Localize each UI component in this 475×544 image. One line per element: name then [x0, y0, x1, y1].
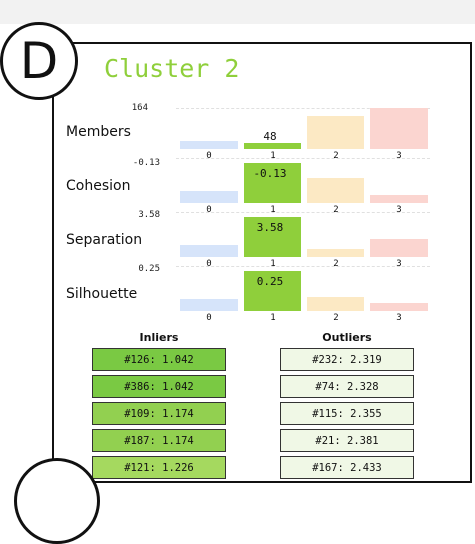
separation-bar-3: [370, 239, 428, 257]
silhouette-y-max: 0.25: [138, 264, 160, 274]
silhouette-cat-1: 1: [270, 313, 276, 323]
cohesion-cat-3: 3: [396, 205, 402, 215]
separation-bar-0: [180, 245, 238, 257]
inlier-item[interactable]: #386: 1.042: [92, 375, 226, 398]
silhouette-bar-0: [180, 299, 238, 311]
cohesion-cat-2: 2: [333, 205, 339, 215]
cohesion-bar-2: [307, 178, 364, 203]
silhouette-bar-1[interactable]: [244, 271, 301, 311]
metric-label-separation: Separation: [66, 232, 143, 248]
cohesion-bar-0: [180, 191, 238, 203]
cluster-detail-panel: Cluster 2 164 Members 48 -0.13 0 1 2 3 C…: [52, 42, 472, 483]
inlier-item[interactable]: #126: 1.042: [92, 348, 226, 371]
silhouette-cat-0: 0: [206, 313, 212, 323]
silhouette-value-label: 0.25: [256, 275, 284, 288]
metric-label-silhouette: Silhouette: [66, 286, 138, 302]
members-cat-1: 1: [270, 151, 276, 161]
silhouette-cat-2: 2: [333, 313, 339, 323]
outliers-header: Outliers: [322, 331, 372, 344]
members-bar-2: [307, 116, 364, 149]
members-bar-1[interactable]: [244, 143, 301, 149]
cohesion-bar-1[interactable]: [244, 163, 301, 203]
members-bar-3: [370, 108, 428, 149]
silhouette-bar-2: [307, 297, 364, 311]
separation-bar-1[interactable]: [244, 217, 301, 257]
cohesion-bar-3: [370, 195, 428, 203]
cohesion-value-label: -0.13: [253, 167, 287, 180]
separation-value-label: 3.58: [256, 221, 284, 234]
panel-letter-badge: D: [0, 22, 78, 100]
members-cat-2: 2: [333, 151, 339, 161]
inlier-item[interactable]: #121: 1.226: [92, 456, 226, 479]
metric-label-cohesion: Cohesion: [66, 178, 131, 194]
top-toolbar: [0, 0, 475, 24]
outlier-item[interactable]: #232: 2.319: [280, 348, 414, 371]
separation-bar-2: [307, 249, 364, 257]
metric-label-members: Members: [66, 124, 131, 140]
outlier-item[interactable]: #74: 2.328: [280, 375, 414, 398]
outlier-item[interactable]: #21: 2.381: [280, 429, 414, 452]
silhouette-cat-3: 3: [396, 313, 402, 323]
separation-bottom-gridline: [176, 266, 430, 267]
cohesion-cat-1: 1: [270, 205, 276, 215]
separation-cat-0: 0: [206, 259, 212, 269]
separation-y-max: 3.58: [138, 210, 160, 220]
outlier-item[interactable]: #167: 2.433: [280, 456, 414, 479]
members-cat-3: 3: [396, 151, 402, 161]
cluster-title: Cluster 2: [104, 54, 240, 83]
members-bar-0: [180, 141, 238, 149]
members-value-label: 48: [263, 130, 277, 143]
members-top-gridline: [176, 108, 430, 109]
inliers-header: Inliers: [139, 331, 179, 344]
inlier-item[interactable]: #109: 1.174: [92, 402, 226, 425]
next-panel-badge: [14, 458, 100, 544]
members-y-min: -0.13: [132, 158, 160, 168]
separation-cat-3: 3: [396, 259, 402, 269]
members-bottom-gridline: [176, 158, 430, 159]
cohesion-cat-0: 0: [206, 205, 212, 215]
outlier-item[interactable]: #115: 2.355: [280, 402, 414, 425]
members-cat-0: 0: [206, 151, 212, 161]
inlier-item[interactable]: #187: 1.174: [92, 429, 226, 452]
silhouette-bar-3: [370, 303, 428, 311]
separation-cat-2: 2: [333, 259, 339, 269]
separation-cat-1: 1: [270, 259, 276, 269]
cohesion-bottom-gridline: [176, 212, 430, 213]
members-y-max: 164: [131, 103, 148, 113]
badge-letter: D: [19, 32, 59, 90]
